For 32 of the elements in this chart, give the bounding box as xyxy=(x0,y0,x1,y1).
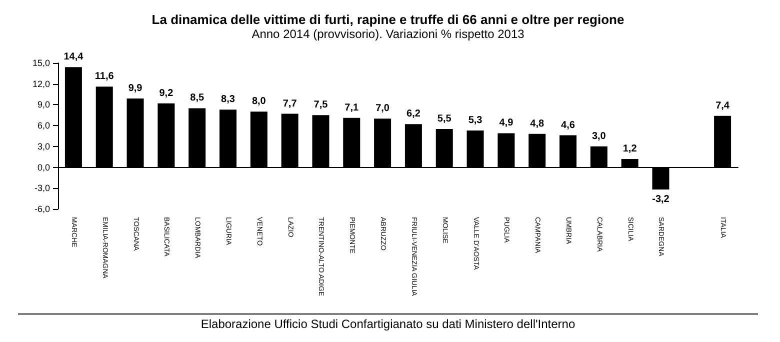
data-label: 4,8 xyxy=(530,118,544,130)
y-tick-label: 3,0 xyxy=(37,141,50,152)
data-label: 4,6 xyxy=(561,120,576,131)
data-label: 1,2 xyxy=(622,143,638,154)
data-label: 8,3 xyxy=(221,94,236,106)
data-label: 7,5 xyxy=(314,100,328,111)
y-tick-label: 15,0 xyxy=(32,58,50,68)
data-label: 5,3 xyxy=(468,114,483,126)
y-tick-label: -6,0 xyxy=(34,204,50,214)
data-label: 9,2 xyxy=(159,88,174,99)
y-tick-label: 6,0 xyxy=(37,120,50,131)
data-label: 4,9 xyxy=(499,118,514,129)
data-label: 8,0 xyxy=(252,96,266,108)
data-label: 5,5 xyxy=(437,114,452,125)
data-label: 7,4 xyxy=(716,100,730,112)
data-label: 7,1 xyxy=(344,102,360,114)
y-tick-label: 0,0 xyxy=(37,162,50,172)
data-label: 6,2 xyxy=(406,108,421,120)
data-label: 14,4 xyxy=(64,52,84,63)
y-tick-label: 12,0 xyxy=(32,78,50,89)
data-label: 7,7 xyxy=(282,98,298,110)
data-label: 7,0 xyxy=(376,103,390,114)
data-label: 11,6 xyxy=(94,71,114,82)
y-tick-label: -3,0 xyxy=(34,183,50,194)
data-label: 9,9 xyxy=(128,82,143,94)
data-label: 8,5 xyxy=(190,92,204,104)
chart-subtitle: Anno 2014 (provvisorio). Variazioni % rispetto 2013 xyxy=(252,27,525,41)
data-label: 3,0 xyxy=(592,130,606,142)
text: Elaborazione Ufficio Studi Confartigianato su dati Ministero dell'Interno xyxy=(200,317,576,331)
chart-title: La dinamica delle vittime di furti, rapine e truffe di 66 anni e oltre per regione xyxy=(152,12,624,27)
y-tick-label: 9,0 xyxy=(37,100,50,110)
data-label: -3,2 xyxy=(652,194,670,206)
